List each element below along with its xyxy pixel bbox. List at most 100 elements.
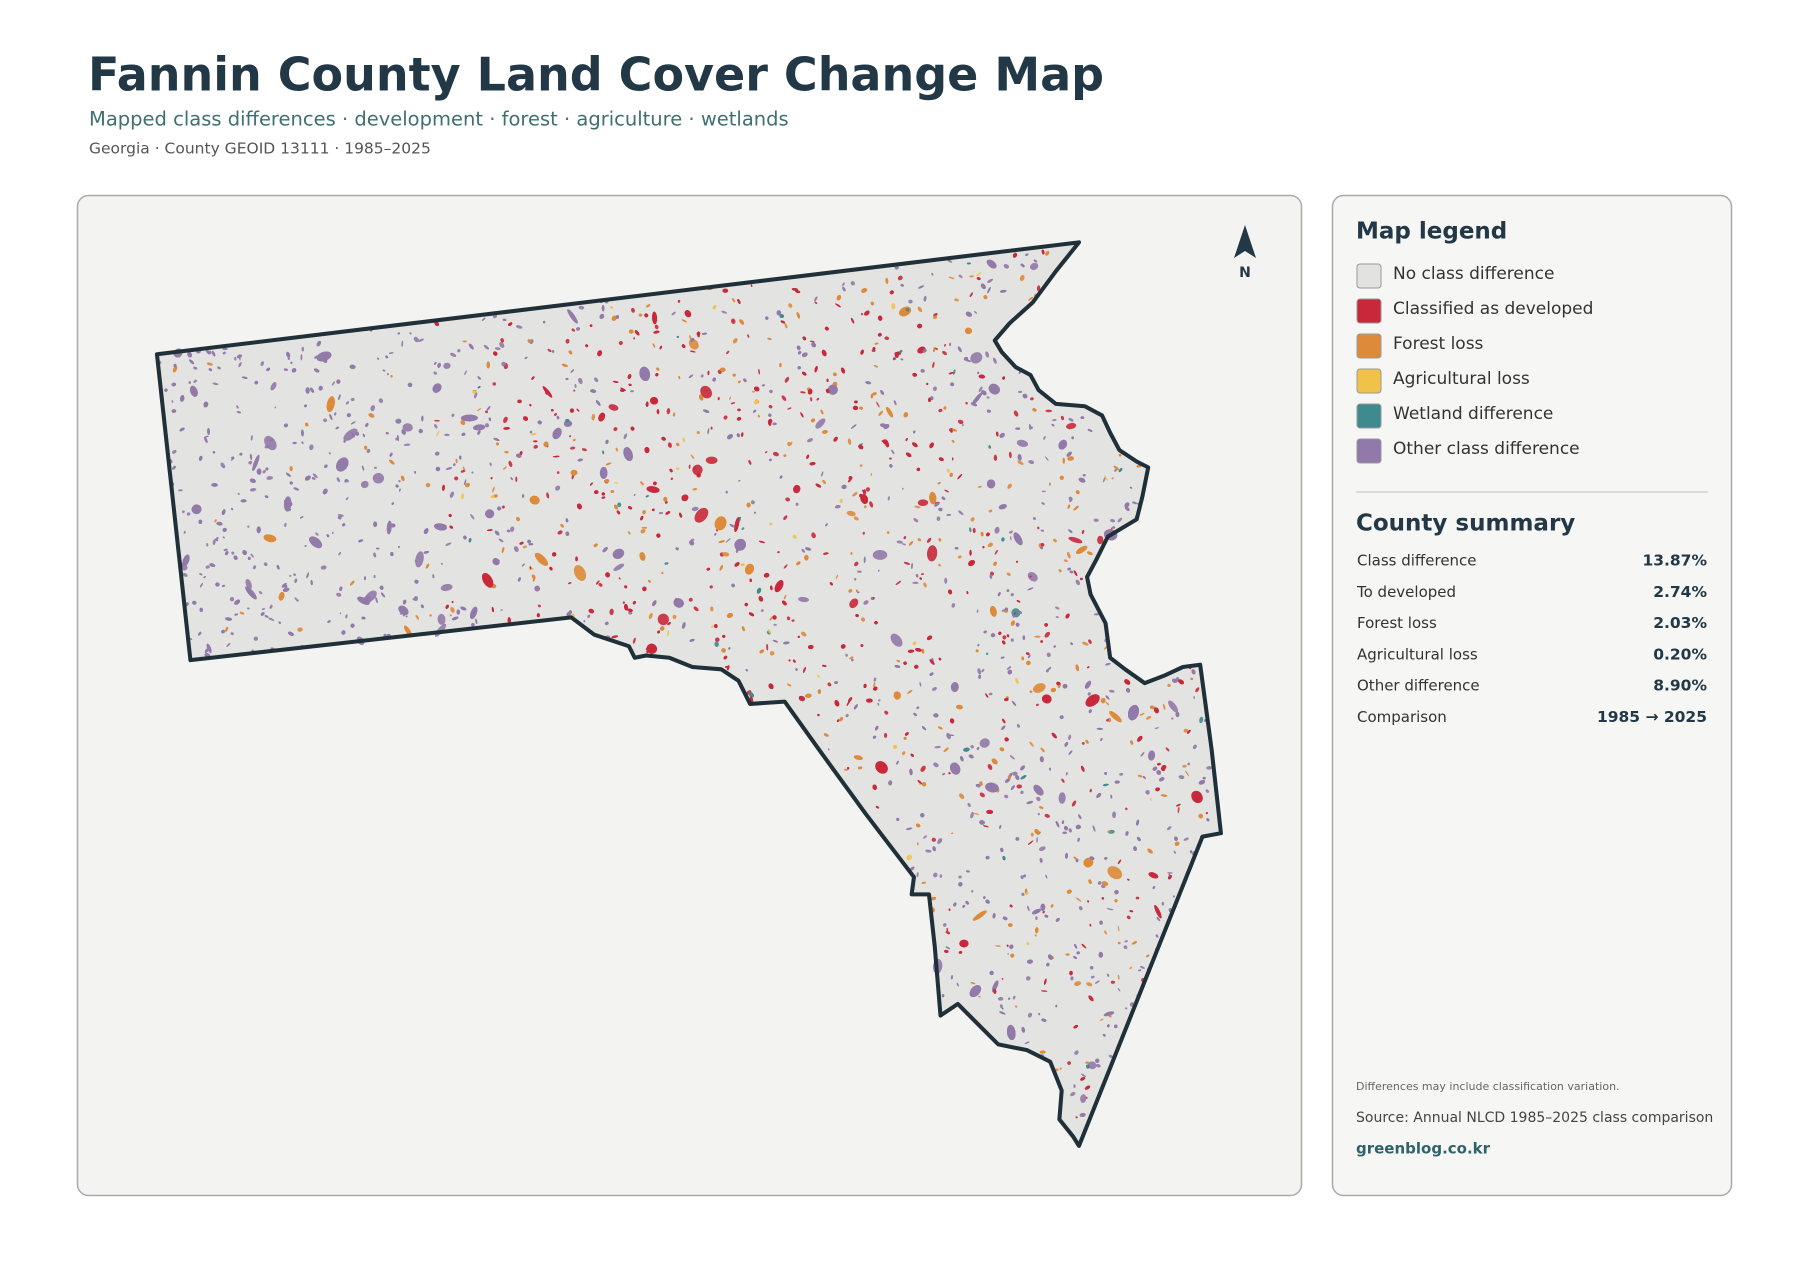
patch xyxy=(689,540,695,546)
patch xyxy=(890,633,903,647)
patch xyxy=(375,547,380,550)
patch xyxy=(1006,944,1009,947)
patch xyxy=(451,601,454,604)
patch xyxy=(923,835,927,839)
patch xyxy=(1040,542,1045,547)
patch xyxy=(387,373,389,376)
patch xyxy=(230,632,234,636)
patch xyxy=(754,399,759,405)
patch xyxy=(921,726,927,731)
patch xyxy=(1009,904,1013,908)
patch xyxy=(1067,1061,1071,1065)
patch xyxy=(739,319,745,325)
patch xyxy=(1027,905,1030,911)
patch xyxy=(934,745,941,749)
patch xyxy=(286,351,291,358)
patch xyxy=(1093,518,1099,522)
patch xyxy=(1009,755,1015,760)
patch xyxy=(974,311,977,314)
patch xyxy=(874,725,879,731)
patch xyxy=(863,505,867,509)
patch xyxy=(297,599,299,602)
patch xyxy=(234,599,241,605)
patch xyxy=(401,340,404,347)
patch xyxy=(1065,772,1068,776)
patch xyxy=(488,417,491,422)
patch xyxy=(897,275,903,281)
patch xyxy=(599,466,608,479)
patch xyxy=(822,430,828,434)
patch xyxy=(656,533,661,538)
patch xyxy=(336,457,349,472)
patch xyxy=(1000,847,1004,853)
patch xyxy=(493,351,498,356)
patch xyxy=(772,639,779,643)
patch xyxy=(729,524,736,528)
patch xyxy=(589,482,593,486)
patch xyxy=(216,521,223,526)
patch xyxy=(787,441,792,447)
patch xyxy=(1096,727,1103,730)
patch xyxy=(714,516,727,531)
patch xyxy=(1065,953,1070,956)
patch xyxy=(385,432,389,435)
patch xyxy=(1112,526,1116,529)
patch xyxy=(604,621,609,626)
patch xyxy=(1202,776,1206,780)
patch xyxy=(1027,587,1034,591)
patch xyxy=(1119,772,1124,776)
patch xyxy=(854,578,857,581)
patch xyxy=(1106,1024,1110,1028)
patch xyxy=(645,495,649,498)
patch xyxy=(809,462,816,466)
patch xyxy=(1089,788,1092,793)
patch xyxy=(689,638,695,642)
patch xyxy=(834,504,841,509)
patch xyxy=(276,564,280,570)
patch xyxy=(207,350,212,355)
patch xyxy=(985,693,989,698)
patch xyxy=(1162,703,1166,710)
patch xyxy=(1145,790,1150,795)
patch xyxy=(758,596,764,602)
patch xyxy=(1033,683,1046,693)
patch xyxy=(172,465,176,470)
patch xyxy=(306,572,310,579)
patch xyxy=(835,303,841,308)
patch xyxy=(848,476,853,480)
patch xyxy=(1193,695,1195,699)
patch xyxy=(902,487,904,490)
patch xyxy=(923,295,927,302)
patch xyxy=(293,487,300,491)
legend-label: Agricultural loss xyxy=(1393,369,1530,389)
patch xyxy=(361,616,366,620)
patch xyxy=(432,574,435,579)
patch xyxy=(1044,623,1048,627)
patch xyxy=(948,372,954,375)
patch xyxy=(1030,397,1034,401)
patch xyxy=(1078,906,1083,911)
patch xyxy=(610,306,613,309)
patch xyxy=(226,643,231,647)
patch xyxy=(1025,892,1029,895)
patch xyxy=(932,687,937,691)
patch xyxy=(395,418,402,424)
patch xyxy=(492,486,495,493)
patch xyxy=(941,496,946,500)
patch xyxy=(815,418,826,429)
patch xyxy=(959,939,969,948)
patch xyxy=(627,531,631,535)
patch xyxy=(929,672,934,676)
patch xyxy=(978,995,981,998)
patch xyxy=(339,586,343,592)
patch xyxy=(874,620,878,625)
patch xyxy=(1165,747,1170,752)
patch xyxy=(212,539,216,546)
patch xyxy=(937,482,941,485)
patch xyxy=(1155,934,1159,938)
patch xyxy=(628,383,632,387)
site: greenblog.co.kr xyxy=(1356,1140,1491,1158)
patch xyxy=(281,583,287,588)
patch xyxy=(736,433,740,438)
